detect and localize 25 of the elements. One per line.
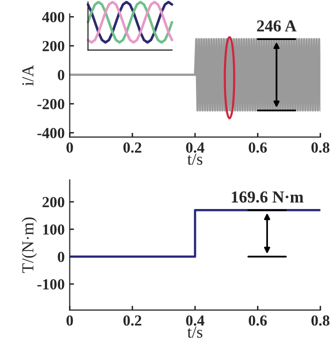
y-tick-label: 0 — [58, 70, 64, 80]
x-tick-label: 0 — [66, 142, 73, 153]
x-axis-title: t/s — [187, 154, 202, 165]
y-tick-label: -400 — [37, 128, 64, 138]
x-tick-label: 0.6 — [248, 142, 267, 153]
y-tick-label: 400 — [42, 12, 64, 22]
y-tick-label: -100 — [37, 279, 64, 290]
x-tick-label: 0.4 — [186, 315, 204, 326]
y-tick-label: 0 — [58, 252, 64, 262]
y-axis-title: T/(N·m) — [22, 217, 37, 273]
y-tick-label: 100 — [43, 224, 64, 235]
x-tick-label: 0.2 — [123, 315, 142, 326]
x-tick-label: 0.4 — [186, 142, 204, 153]
y-tick-label: -200 — [37, 98, 64, 110]
y-tick-label: 200 — [42, 196, 64, 208]
annotation: 169.6 N·m — [232, 191, 304, 203]
x-tick-label: 0.2 — [123, 142, 142, 153]
x-axis-title: t/s — [187, 326, 202, 338]
annotation: 246 A — [257, 20, 297, 32]
y-tick-label: 200 — [42, 40, 64, 52]
x-tick-label: 0.6 — [248, 315, 267, 326]
y-axis-title: i/A — [22, 64, 34, 86]
x-tick-label: 0.8 — [311, 315, 330, 326]
x-tick-label: 0 — [66, 315, 73, 326]
x-tick-label: 0.8 — [311, 142, 330, 153]
